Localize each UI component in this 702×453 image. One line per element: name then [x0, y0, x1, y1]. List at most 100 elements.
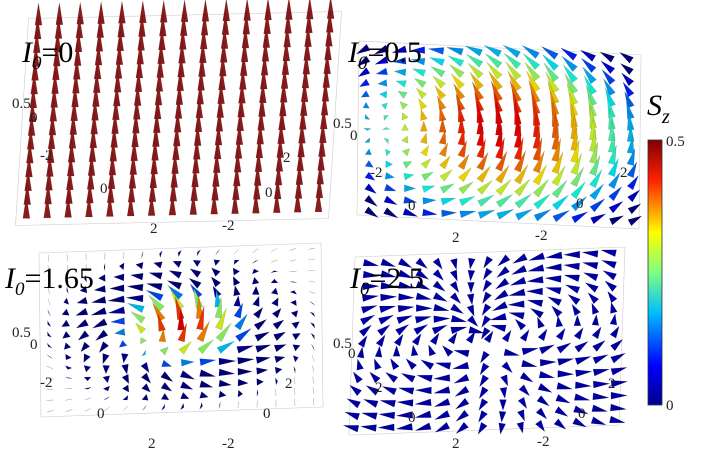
cone — [180, 392, 189, 398]
cone — [528, 264, 544, 271]
cone — [538, 329, 547, 341]
cone — [497, 209, 514, 219]
cone — [95, 330, 107, 341]
y-tick: -2 — [535, 228, 548, 244]
cone — [47, 410, 54, 411]
cone — [403, 161, 412, 168]
cone — [216, 249, 220, 255]
cone — [628, 216, 642, 226]
cone — [365, 138, 370, 143]
y-tick: -2 — [222, 218, 235, 234]
cone — [419, 99, 427, 110]
cone — [104, 264, 105, 271]
cone — [428, 48, 444, 55]
cone — [255, 332, 270, 342]
cone — [378, 424, 394, 431]
cone — [271, 279, 278, 283]
cone — [200, 403, 203, 410]
z-tick: 0 — [350, 128, 358, 144]
cone — [65, 366, 72, 370]
cone — [385, 149, 390, 156]
cone — [198, 340, 214, 354]
cone — [290, 282, 297, 283]
cone — [611, 353, 626, 363]
cone — [605, 281, 617, 292]
cone — [610, 339, 622, 350]
cone — [448, 332, 457, 344]
cone — [490, 313, 506, 320]
cone — [421, 146, 429, 157]
cone — [47, 321, 51, 327]
cone — [590, 184, 604, 200]
cone — [127, 284, 143, 291]
cone — [458, 168, 471, 182]
x-tick: 0 — [408, 198, 416, 214]
cone — [293, 355, 298, 362]
cone — [379, 306, 395, 313]
cone — [360, 425, 376, 432]
z-tick: 0 — [30, 337, 38, 353]
cone — [434, 386, 450, 393]
cone — [450, 304, 463, 314]
cone — [502, 330, 511, 342]
cone — [478, 195, 494, 207]
cone — [397, 400, 413, 407]
cone — [272, 298, 279, 307]
x-tick: -2 — [370, 380, 383, 396]
cone — [590, 199, 605, 212]
cone — [483, 280, 492, 292]
symbol: S — [647, 89, 662, 122]
cone — [434, 398, 450, 406]
cone — [469, 326, 485, 333]
cone — [433, 292, 447, 301]
cone — [167, 281, 182, 290]
cone — [439, 156, 450, 169]
cone — [237, 357, 254, 364]
cone — [256, 357, 270, 364]
cone — [380, 91, 387, 98]
cone — [500, 400, 507, 411]
cone — [441, 198, 456, 205]
cone — [402, 148, 409, 156]
cone — [253, 296, 260, 306]
cone — [545, 276, 561, 283]
cone — [557, 343, 571, 353]
x-tick: 2 — [150, 221, 158, 237]
cone — [66, 399, 73, 400]
cone — [374, 359, 381, 370]
y-tick: 2 — [608, 376, 616, 392]
cone — [308, 248, 315, 249]
cone — [527, 276, 544, 283]
cone — [503, 45, 521, 58]
cone — [169, 271, 182, 279]
cone — [85, 398, 92, 400]
cone — [434, 316, 450, 323]
cone — [456, 398, 470, 409]
cone — [131, 312, 145, 324]
cone — [181, 359, 194, 366]
cone — [360, 315, 375, 325]
cone — [572, 212, 588, 223]
cone — [84, 365, 91, 372]
cone — [430, 333, 439, 345]
cone — [379, 412, 395, 419]
cone — [601, 250, 617, 257]
cone — [252, 260, 258, 264]
cone — [197, 250, 200, 256]
cone — [492, 302, 507, 311]
cone — [214, 260, 220, 266]
cone — [200, 381, 213, 388]
x-tick: 2 — [148, 436, 156, 452]
cone — [62, 320, 70, 327]
cone — [149, 273, 162, 280]
cone — [451, 74, 464, 89]
cone — [142, 251, 143, 258]
cone — [459, 182, 474, 194]
cone — [478, 422, 487, 434]
cone — [365, 114, 370, 119]
cone — [345, 412, 360, 420]
y-tick: 0 — [578, 406, 586, 422]
cone — [386, 161, 393, 168]
subscript: 0 — [360, 279, 370, 300]
cone — [65, 354, 71, 360]
